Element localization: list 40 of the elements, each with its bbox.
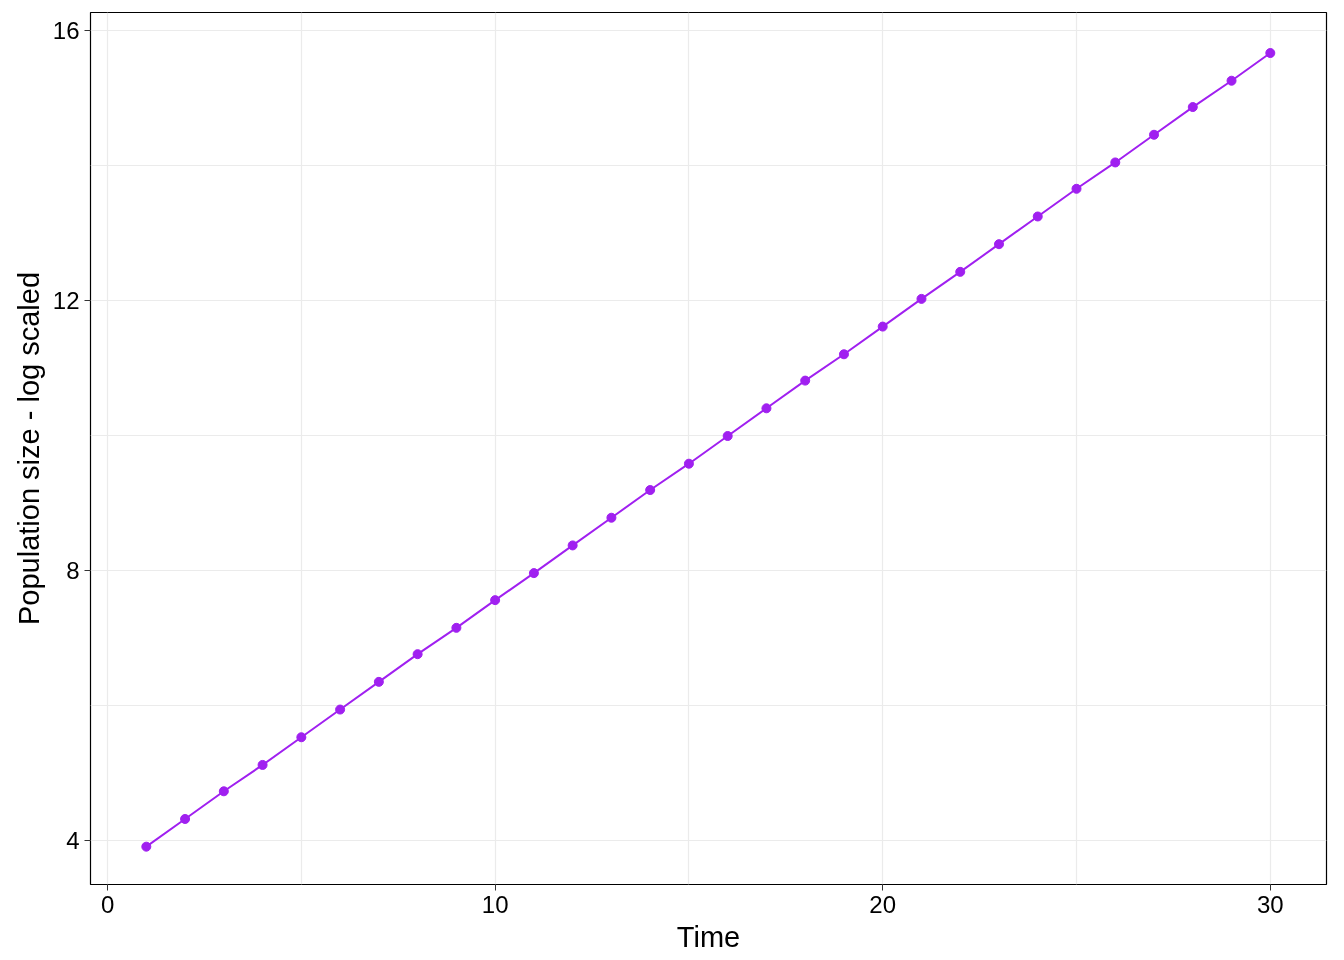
point bbox=[1226, 75, 1237, 86]
point bbox=[335, 704, 346, 715]
x-tick-label: 30 bbox=[1256, 890, 1284, 918]
point bbox=[955, 266, 966, 277]
point bbox=[567, 540, 578, 551]
point bbox=[490, 595, 501, 606]
point bbox=[993, 239, 1004, 250]
y-tick-label: 16 bbox=[52, 16, 80, 44]
point bbox=[296, 732, 307, 743]
point bbox=[1110, 157, 1121, 168]
point bbox=[1187, 102, 1198, 113]
point bbox=[373, 676, 384, 687]
point bbox=[180, 813, 191, 824]
point bbox=[1149, 129, 1160, 140]
point bbox=[412, 649, 423, 660]
point bbox=[606, 512, 617, 523]
point bbox=[645, 485, 656, 496]
point bbox=[761, 403, 772, 414]
x-tick-label: 20 bbox=[869, 890, 897, 918]
x-tick-label: 0 bbox=[100, 890, 115, 918]
point bbox=[1032, 211, 1043, 222]
point bbox=[1071, 183, 1082, 194]
point bbox=[800, 375, 811, 386]
point bbox=[877, 321, 888, 332]
y-axis-title: Population size - log scaled bbox=[12, 271, 45, 626]
point bbox=[451, 622, 462, 633]
point bbox=[1265, 48, 1276, 59]
point bbox=[257, 759, 268, 770]
y-tick-label: 8 bbox=[66, 556, 80, 584]
x-axis-title: Time bbox=[676, 920, 741, 953]
point bbox=[218, 786, 229, 797]
x-tick-label: 10 bbox=[481, 890, 509, 918]
point bbox=[528, 568, 539, 579]
point bbox=[722, 431, 733, 441]
y-tick-label: 4 bbox=[66, 827, 80, 855]
point bbox=[916, 293, 927, 304]
point bbox=[838, 349, 849, 360]
point bbox=[683, 458, 694, 469]
point bbox=[141, 841, 152, 852]
y-tick-label: 12 bbox=[52, 286, 80, 314]
